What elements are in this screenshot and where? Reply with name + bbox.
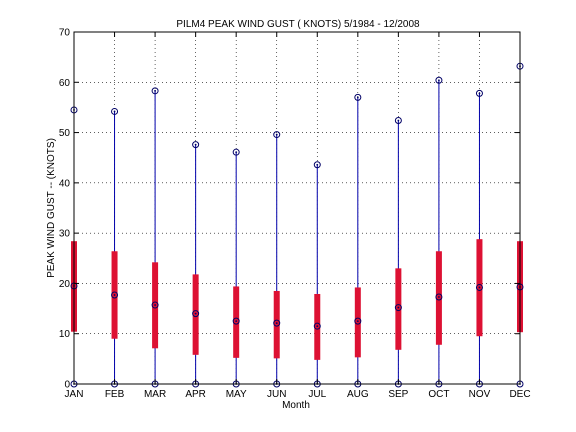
mean-marker	[151, 301, 159, 309]
max-marker-dot	[397, 119, 400, 122]
max-marker	[232, 148, 240, 156]
x-tick-label: AUG	[347, 389, 369, 400]
mean-marker-dot	[113, 294, 116, 296]
mean-marker	[192, 310, 200, 318]
y-tick-label: 50	[59, 128, 71, 139]
month-box-feb	[111, 107, 119, 388]
mean-marker	[435, 293, 443, 301]
month-box-apr	[192, 141, 200, 388]
month-box-jun	[273, 131, 281, 388]
max-marker	[273, 131, 281, 139]
month-box-jul	[313, 161, 321, 388]
ticks-layer: 0 10 20 30 40 50 60 70 JAN FEB MAR APR MAY JUN JUL AUG S…	[59, 28, 531, 401]
max-marker-dot	[194, 143, 197, 146]
max-marker-dot	[235, 151, 238, 154]
mean-marker-dot	[356, 320, 359, 323]
box-bar	[192, 274, 199, 355]
mean-marker-dot	[235, 320, 238, 323]
max-marker	[394, 117, 402, 125]
x-tick-label: MAR	[144, 389, 166, 400]
mean-marker-dot	[194, 312, 197, 315]
max-marker	[192, 141, 200, 149]
y-tick-label: 70	[59, 28, 71, 39]
mean-marker-dot	[438, 296, 440, 298]
max-marker-dot	[275, 133, 278, 136]
max-marker	[354, 93, 362, 101]
x-tick-label: NOV	[469, 389, 491, 400]
max-marker-dot	[113, 110, 116, 113]
mean-marker-dot	[478, 286, 481, 289]
month-box-nov	[475, 89, 483, 388]
month-box-oct	[435, 76, 443, 388]
x-tick-label: APR	[185, 389, 206, 400]
max-marker	[313, 161, 321, 169]
chart-title: PILM4 PEAK WIND GUST ( KNOTS) 5/1984 - 1…	[176, 19, 420, 30]
box-bar	[273, 290, 280, 359]
grid-layer	[74, 32, 520, 384]
box-bar	[435, 251, 442, 345]
max-marker-dot	[356, 96, 359, 99]
box-bar	[354, 287, 361, 358]
x-axis-label: Month	[282, 400, 310, 411]
mean-marker	[313, 322, 321, 330]
max-marker	[111, 107, 119, 115]
mean-marker	[111, 291, 119, 299]
y-tick-label: 10	[59, 329, 71, 340]
mean-marker	[394, 304, 402, 312]
y-tick-label: 40	[59, 178, 71, 189]
x-tick-label: JUN	[267, 389, 286, 400]
y-tick-label: 30	[59, 229, 71, 240]
max-marker-dot	[478, 92, 481, 95]
mean-marker	[232, 317, 240, 325]
mean-marker-dot	[275, 322, 278, 325]
mean-marker	[273, 319, 281, 327]
month-box-may	[232, 148, 240, 388]
x-tick-label: JUL	[308, 389, 326, 400]
mean-marker-dot	[316, 325, 319, 328]
plot-frame	[73, 31, 521, 385]
x-tick-label: DEC	[509, 389, 530, 400]
x-tick-label: FEB	[105, 389, 125, 400]
month-box-aug	[354, 93, 362, 388]
month-box-mar	[151, 87, 159, 388]
y-tick-label: 60	[59, 78, 71, 89]
mean-marker-dot	[154, 304, 156, 306]
max-marker-dot	[154, 89, 156, 92]
x-tick-label: OCT	[428, 389, 449, 400]
month-box-sep	[394, 117, 402, 388]
y-tick-label: 20	[59, 279, 71, 290]
mean-marker	[354, 317, 362, 325]
x-tick-label: SEP	[388, 389, 408, 400]
marks-layer	[70, 62, 524, 388]
max-marker	[151, 87, 159, 95]
box-bar	[395, 268, 402, 350]
y-axis-label: PEAK WIND GUST -- (KNOTS)	[46, 138, 57, 278]
max-marker-dot	[438, 79, 440, 82]
box-bar	[233, 286, 240, 358]
y-tick-label: 0	[64, 380, 70, 391]
max-marker	[435, 76, 443, 84]
x-tick-label: JAN	[65, 389, 84, 400]
max-marker	[475, 89, 483, 97]
mean-marker-dot	[397, 306, 400, 309]
x-tick-label: MAY	[226, 389, 247, 400]
mean-marker	[475, 283, 483, 291]
max-marker-dot	[316, 163, 319, 166]
